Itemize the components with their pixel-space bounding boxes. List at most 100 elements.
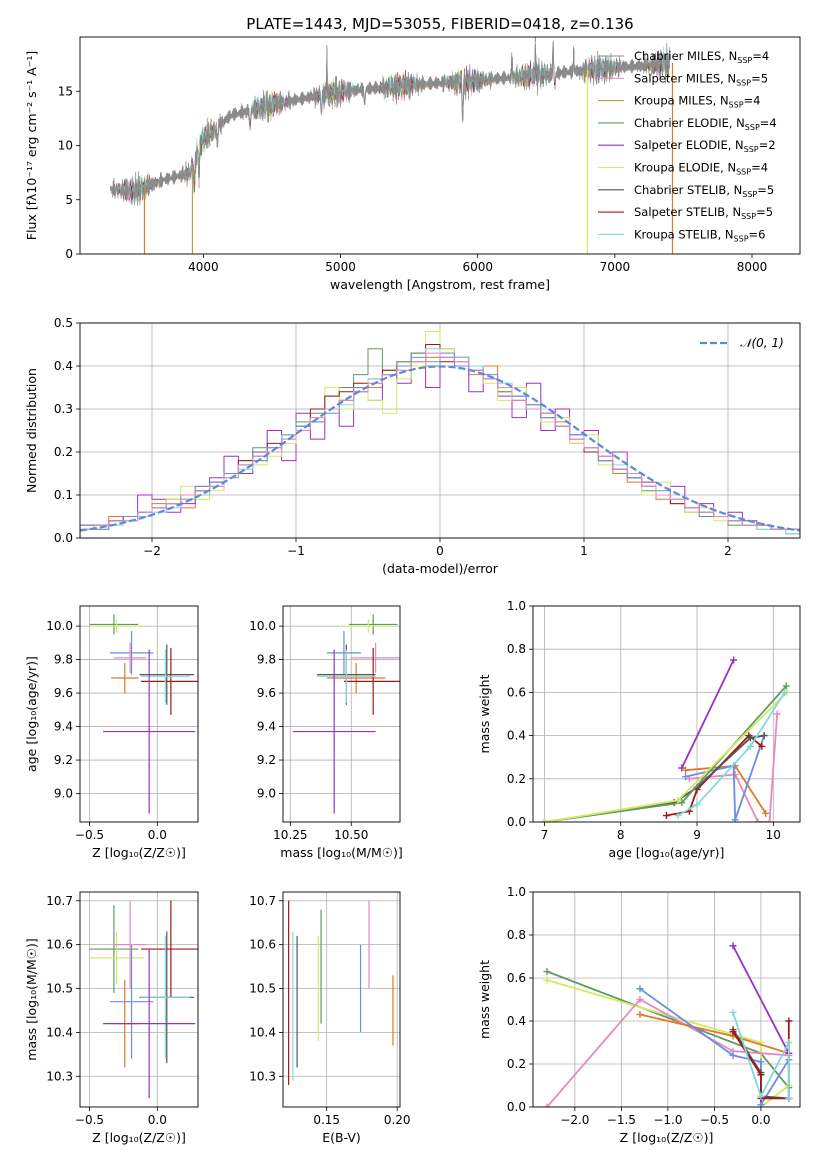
weight-point-marker [678,799,686,807]
axes: 4000 5000 6000 7000 8000 0 5 10 15 wavelength [An… [24,36,801,292]
weight-series-line [732,945,790,1054]
histogram-series [80,331,800,538]
y-tick-label: 1.0 [507,599,526,613]
weight-point-marker [754,818,762,822]
errorbar-point [89,614,139,635]
plot-area [109,37,674,254]
x-tick-label: 7000 [600,260,631,274]
y-axis-label: age [log₁₀(age/yr)] [24,656,39,772]
weight-point-marker [729,1051,737,1059]
errorbar-point [343,647,400,715]
weight-point-marker [663,812,670,820]
y-tick-label: 9.4 [257,720,276,734]
chart-age_vs_z: −0.5 0.0 9.0 9.2 9.4 9.6 9.8 10.0 Z [log₁₀(Z/Z☉)… [24,605,199,860]
y-tick-label: 0.1 [54,488,73,502]
x-tick-label: 10.50 [334,828,368,842]
x-axis-label: Z [log₁₀(Z/Z☉)] [92,845,186,860]
x-tick-label: 0.0 [148,828,167,842]
weight-point-marker [543,968,551,976]
x-axis-label: Z [log₁₀(Z/Z☉)] [620,1130,714,1145]
y-axis-label: Flux [fλ10⁻¹⁷ erg cm⁻² s⁻¹ A⁻¹] [24,51,39,240]
legend-subscript: SSP [736,168,751,177]
axes: −2 −1 0 1 2 0.0 0.1 0.2 0.3 0.4 0.5 (data-model)/er… [24,316,801,576]
errorbar-point [317,649,376,704]
legend-label-rest: =4 [751,161,768,175]
weight-point-marker [693,801,701,809]
errorbar-point [109,631,154,675]
y-tick-label: 10.4 [249,1025,276,1039]
axes-frame [79,891,199,1108]
figure-title: PLATE=1443, MJD=53055, FIBERID=0418, z=0… [246,15,633,33]
axes-frame [532,891,801,1108]
y-tick-label: 9.2 [54,753,73,767]
y-tick-label: 0.8 [507,642,526,656]
weight-point-marker [682,766,690,774]
y-axis-label: Normed distribution [24,368,39,493]
weight-series-line [677,691,786,817]
plot-area [288,900,394,1086]
axes: 0.15 0.20 10.3 10.4 10.5 10.6 10.7 E(B-V) [249,891,411,1145]
y-tick-label: 10.5 [249,982,276,996]
x-tick-label: −1.0 [653,1113,682,1127]
plot-area [89,900,198,1099]
normal-curve [80,365,800,532]
y-tick-label: 10.3 [249,1069,276,1083]
x-tick-label: 0.20 [384,1113,411,1127]
errorbar-point [141,649,190,704]
weight-series-line [544,691,788,822]
x-tick-label: −0.5 [75,828,104,842]
y-tick-label: 0 [65,247,73,261]
weight-point-marker [758,742,766,750]
y-tick-label: 9.0 [54,787,73,801]
errorbar-point [103,649,196,814]
weight-point-marker [757,1101,765,1107]
legend: Chabrier MILES, NSSP=4 Salpeter MILES, NS… [598,49,777,243]
weight-point-marker [781,688,789,696]
axes: 10.25 10.50 9.0 9.2 9.4 9.6 9.8 10.0 mass [log₁₀… [249,605,403,860]
weight-point-marker [543,1103,551,1107]
x-tick-label: 0.0 [148,1113,167,1127]
legend-subscript: SSP [742,190,757,199]
weight-point-marker [543,976,551,984]
weight-point-marker [785,1039,793,1046]
axes-frame [79,605,199,823]
x-tick-label: 10.25 [273,828,307,842]
weight-point-marker [757,1092,765,1100]
x-tick-label: 0.15 [313,1113,340,1127]
x-tick-label: 9 [693,828,701,842]
y-tick-label: 0.4 [507,729,526,743]
x-tick-label: 5000 [325,260,356,274]
y-tick-label: 0.5 [54,316,73,330]
y-tick-label: 15 [58,84,73,98]
weight-series-line [680,659,735,769]
legend-label-rest: =4 [752,49,769,63]
errorbar-point [113,900,147,989]
weight-point-marker [678,764,686,772]
axes-frame [532,605,801,823]
weight-point-marker [636,996,644,1003]
y-tick-label: 9.6 [257,686,276,700]
y-tick-label: 10.7 [46,894,73,908]
x-tick-label: 7 [541,828,549,842]
weight-point-marker [729,942,737,950]
legend-subscript: SSP [729,101,744,110]
y-tick-label: 10.4 [46,1025,73,1039]
legend-label-rest: =5 [751,71,768,85]
errorbar-point [141,647,198,715]
y-tick-label: 10.0 [46,619,73,633]
weight-point-marker [636,985,644,993]
y-axis-label: mass weight [477,960,492,1039]
legend-label-rest: =6 [749,227,766,241]
plot-area [540,656,791,822]
x-tick-label: −0.5 [700,1113,729,1127]
errorbar-point [348,614,398,635]
y-tick-label: 10.0 [249,619,276,633]
weight-point-marker [729,1028,737,1036]
y-tick-label: 0.0 [54,531,73,545]
y-tick-label: 9.4 [54,720,73,734]
y-tick-label: 10.3 [46,1069,73,1083]
legend-subscript: SSP [745,123,760,132]
legend-label: Chabrier ELODIE, NSSP=4 [634,116,777,132]
weight-series-line [689,713,778,822]
chart-spectrum: 4000 5000 6000 7000 8000 0 5 10 15 wavelength [An… [24,36,801,292]
